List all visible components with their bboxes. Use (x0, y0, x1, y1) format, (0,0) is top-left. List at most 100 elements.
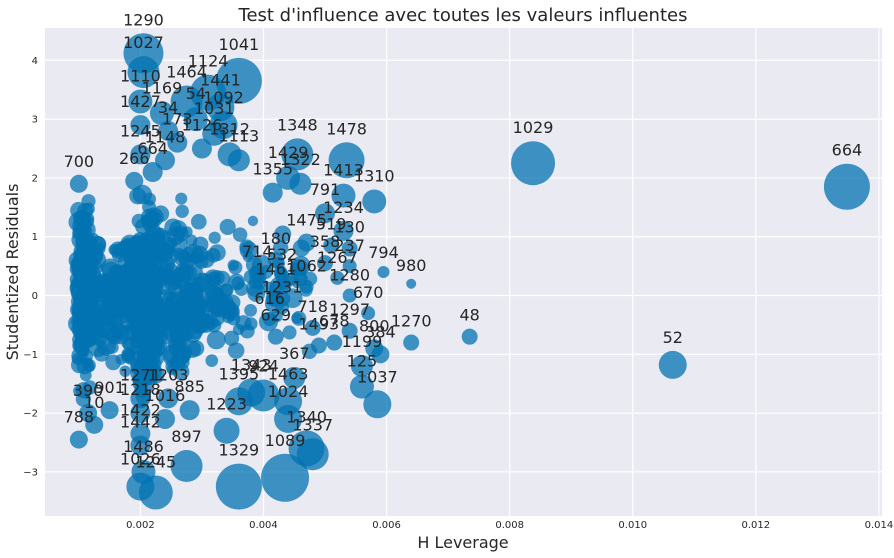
influential-point (342, 259, 357, 274)
data-point (208, 244, 226, 262)
influential-point (342, 288, 357, 303)
point-label: 1031 (194, 99, 235, 118)
influential-point (363, 390, 392, 419)
point-label: 1027 (123, 33, 164, 52)
influential-point (341, 322, 358, 339)
data-point (227, 342, 245, 359)
influential-point (310, 337, 327, 354)
point-label: 924 (248, 356, 279, 375)
point-label: 532 (267, 245, 298, 264)
x-tick-label: 0.004 (249, 520, 278, 531)
point-label: 1478 (326, 119, 367, 138)
point-label: 1442 (120, 412, 161, 431)
point-label: 1280 (329, 266, 370, 285)
point-label: 1463 (268, 364, 309, 383)
influential-point (331, 183, 356, 208)
point-label: 1024 (268, 382, 309, 401)
influential-point (69, 430, 88, 449)
data-point (109, 241, 127, 259)
y-tick-label: 3 (32, 115, 38, 126)
point-label: 237 (334, 236, 365, 255)
data-point (136, 270, 148, 282)
data-point (87, 250, 107, 270)
influential-point (377, 266, 390, 278)
data-point (290, 259, 309, 277)
influential-point (341, 240, 358, 257)
influential-point (511, 141, 556, 186)
data-point (131, 213, 147, 229)
influential-point (250, 265, 265, 279)
point-label: 1223 (206, 395, 247, 414)
point-label: 980 (396, 256, 427, 275)
data-point (282, 288, 303, 309)
point-label: 664 (137, 139, 168, 158)
point-label: 1199 (342, 332, 383, 351)
point-label: 1245 (135, 452, 176, 471)
point-label: 1312 (209, 119, 250, 138)
data-point (88, 338, 108, 358)
influential-point (296, 438, 329, 471)
influential-point (323, 237, 340, 254)
point-label: 125 (347, 352, 378, 371)
influential-point (131, 459, 156, 484)
influential-point (406, 278, 417, 289)
point-label: 54 (186, 84, 206, 103)
point-label: 358 (310, 232, 341, 251)
point-label: 616 (254, 289, 285, 308)
influential-point (297, 233, 316, 252)
point-label: 10 (84, 393, 104, 412)
influential-point (167, 132, 188, 153)
data-point (219, 218, 236, 235)
data-point (208, 231, 221, 244)
point-label: 1413 (323, 161, 364, 180)
influential-point (326, 334, 343, 351)
influential-point (281, 138, 314, 171)
influential-point (227, 149, 250, 172)
influential-point (125, 171, 144, 190)
data-point (211, 304, 225, 318)
point-label: 1203 (148, 365, 189, 384)
influential-point (262, 182, 283, 203)
point-label: 1429 (268, 143, 309, 162)
data-point (205, 354, 219, 367)
data-point (74, 336, 89, 351)
influential-point (350, 355, 373, 378)
point-label: 1271 (120, 365, 161, 384)
point-label: 1148 (145, 127, 186, 146)
data-point (182, 329, 194, 341)
influential-point (262, 312, 277, 327)
point-label: 180 (261, 229, 292, 248)
data-point (88, 233, 100, 244)
data-point (228, 273, 245, 291)
influential-point (69, 174, 88, 193)
data-point (202, 301, 214, 313)
point-label: 390 (73, 381, 104, 400)
data-point (274, 225, 292, 243)
point-label: 800 (359, 316, 390, 335)
influential-point (130, 435, 151, 456)
data-point (107, 264, 127, 284)
influential-point (274, 267, 289, 282)
influential-point (658, 350, 687, 379)
data-point (82, 357, 94, 369)
point-label: 1245 (120, 121, 161, 140)
data-point (149, 304, 168, 324)
influential-point (155, 408, 176, 429)
x-tick-label: 0.012 (742, 520, 771, 531)
point-label: 1218 (120, 380, 161, 399)
influential-point (130, 144, 151, 165)
influential-point (127, 56, 160, 89)
point-label: 1422 (120, 401, 161, 420)
point-label: 1234 (323, 198, 364, 217)
influential-point (328, 142, 365, 179)
influential-point (158, 388, 179, 409)
influential-point (130, 388, 151, 409)
influential-point (289, 172, 312, 195)
point-label: 700 (64, 152, 95, 171)
x-tick-labels: 0.002 0.004 0.006 0.008 0.010 0.012 0.014 (126, 520, 893, 531)
point-label: 367 (279, 344, 310, 363)
point-label: 1355 (252, 160, 293, 179)
data-point (133, 253, 150, 270)
